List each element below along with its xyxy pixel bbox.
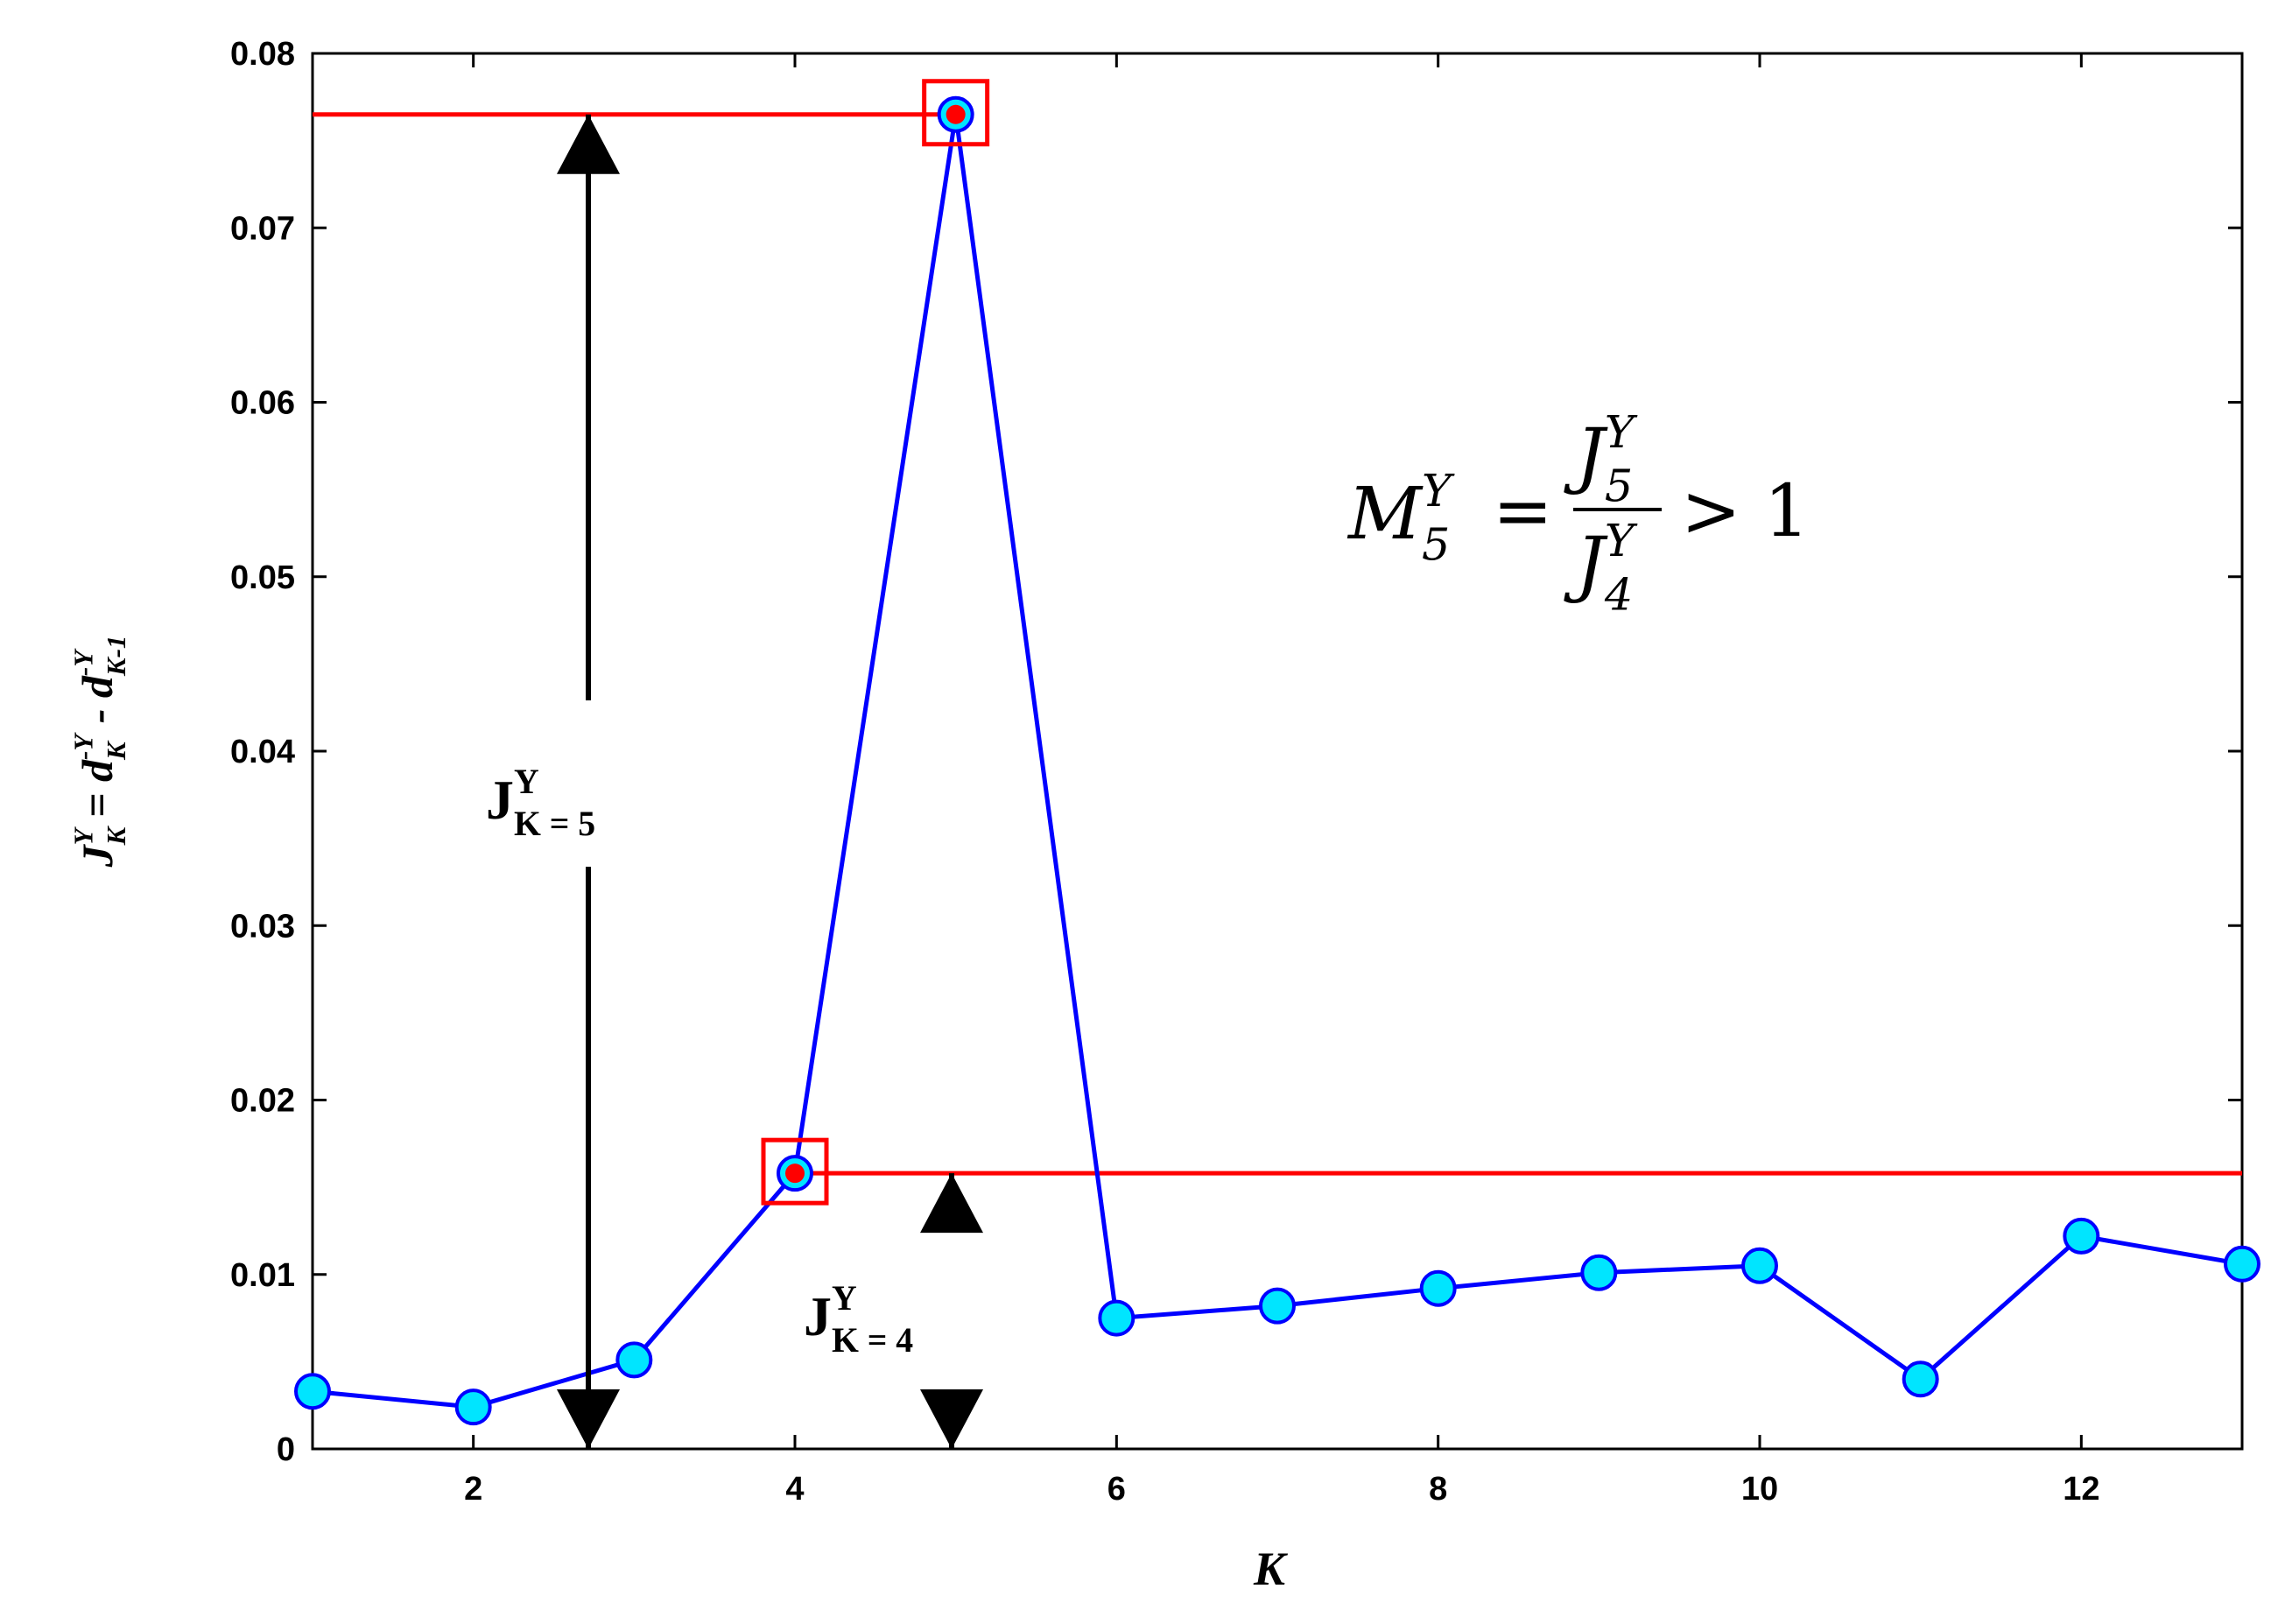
data-point bbox=[2224, 1245, 2260, 1283]
annotation: JK = 4Y bbox=[804, 1279, 913, 1360]
highlight-box bbox=[922, 79, 990, 147]
data-point bbox=[1741, 1247, 1778, 1284]
arrow-head bbox=[920, 1173, 983, 1234]
text-part: Y bbox=[832, 1279, 857, 1318]
y-tick-label: 0.01 bbox=[230, 1257, 295, 1294]
text-part: J bbox=[73, 843, 122, 868]
text-part: Y bbox=[514, 763, 539, 801]
y-tick-label: 0.06 bbox=[230, 385, 295, 422]
text-part: 4 bbox=[1604, 569, 1633, 621]
text-part: Y bbox=[1422, 465, 1455, 517]
x-axis-label: K bbox=[1253, 1543, 1289, 1595]
arrow-head bbox=[920, 1389, 983, 1449]
y-tick-label: 0.08 bbox=[230, 36, 295, 73]
formula-numerator: J5Y bbox=[1564, 406, 1638, 511]
y-tick-label: 0.04 bbox=[230, 734, 295, 770]
data-point bbox=[1580, 1254, 1618, 1291]
text-part: K = 4 bbox=[832, 1321, 913, 1360]
text-part: Y bbox=[1605, 515, 1638, 566]
x-tick-label: 8 bbox=[1429, 1471, 1447, 1508]
y-tick-label: 0.05 bbox=[230, 559, 295, 596]
plot-frame bbox=[311, 52, 2244, 1451]
x-tick-label: 6 bbox=[1107, 1471, 1126, 1508]
text-part: K bbox=[101, 740, 131, 761]
text-part: -Y bbox=[68, 648, 99, 676]
data-point bbox=[2063, 1217, 2100, 1255]
text-part: 5 bbox=[1605, 460, 1633, 512]
y-tick-label: 0.07 bbox=[230, 210, 295, 247]
formula-equals: = bbox=[1493, 470, 1553, 553]
text-part: = d bbox=[73, 759, 122, 828]
data-line bbox=[312, 114, 2243, 1410]
data-point bbox=[1419, 1269, 1457, 1307]
text-part: M bbox=[1346, 473, 1424, 556]
highlight-dot bbox=[946, 104, 966, 124]
data-point bbox=[454, 1388, 492, 1426]
text-part: Y bbox=[68, 826, 99, 845]
formula-rhs: > 1 bbox=[1681, 470, 1810, 553]
y-tick-label: 0.02 bbox=[230, 1083, 295, 1120]
text-part: -Y bbox=[68, 732, 99, 760]
text-part: J bbox=[1564, 414, 1608, 497]
data-point bbox=[1259, 1287, 1296, 1325]
annotation: JK = 5 Y bbox=[486, 763, 595, 843]
x-tick-label: 2 bbox=[464, 1471, 482, 1508]
highlight-box bbox=[761, 1137, 829, 1206]
text-part: K-1 bbox=[101, 636, 131, 678]
y-axis-label: JKY = dK-Y - dK-1-Y bbox=[68, 636, 132, 868]
text-part: K = 5 bbox=[514, 805, 595, 843]
data-point bbox=[294, 1373, 331, 1410]
data-point bbox=[1902, 1360, 1939, 1398]
formula-lhs: M5Y bbox=[1346, 465, 1455, 571]
arrow-head bbox=[557, 1389, 620, 1449]
text-part: J bbox=[804, 1285, 832, 1347]
y-tick-label: 0.03 bbox=[230, 908, 295, 945]
text-part: K bbox=[101, 825, 131, 846]
text-part: Y bbox=[1605, 406, 1638, 458]
text-part: - d bbox=[73, 675, 122, 735]
y-tick-label: 0 bbox=[277, 1431, 295, 1468]
x-tick-label: 4 bbox=[785, 1471, 804, 1508]
x-tick-label: 12 bbox=[2063, 1471, 2099, 1508]
text-part: J bbox=[486, 769, 514, 831]
text-part: J bbox=[1564, 523, 1608, 606]
text-part: 5 bbox=[1422, 519, 1450, 571]
highlight-dot bbox=[785, 1164, 805, 1184]
x-tick-label: 10 bbox=[1741, 1471, 1778, 1508]
formula-denominator: J4Y bbox=[1564, 515, 1638, 621]
data-point bbox=[1098, 1299, 1135, 1337]
data-point bbox=[615, 1341, 653, 1379]
arrow-head bbox=[557, 114, 620, 174]
